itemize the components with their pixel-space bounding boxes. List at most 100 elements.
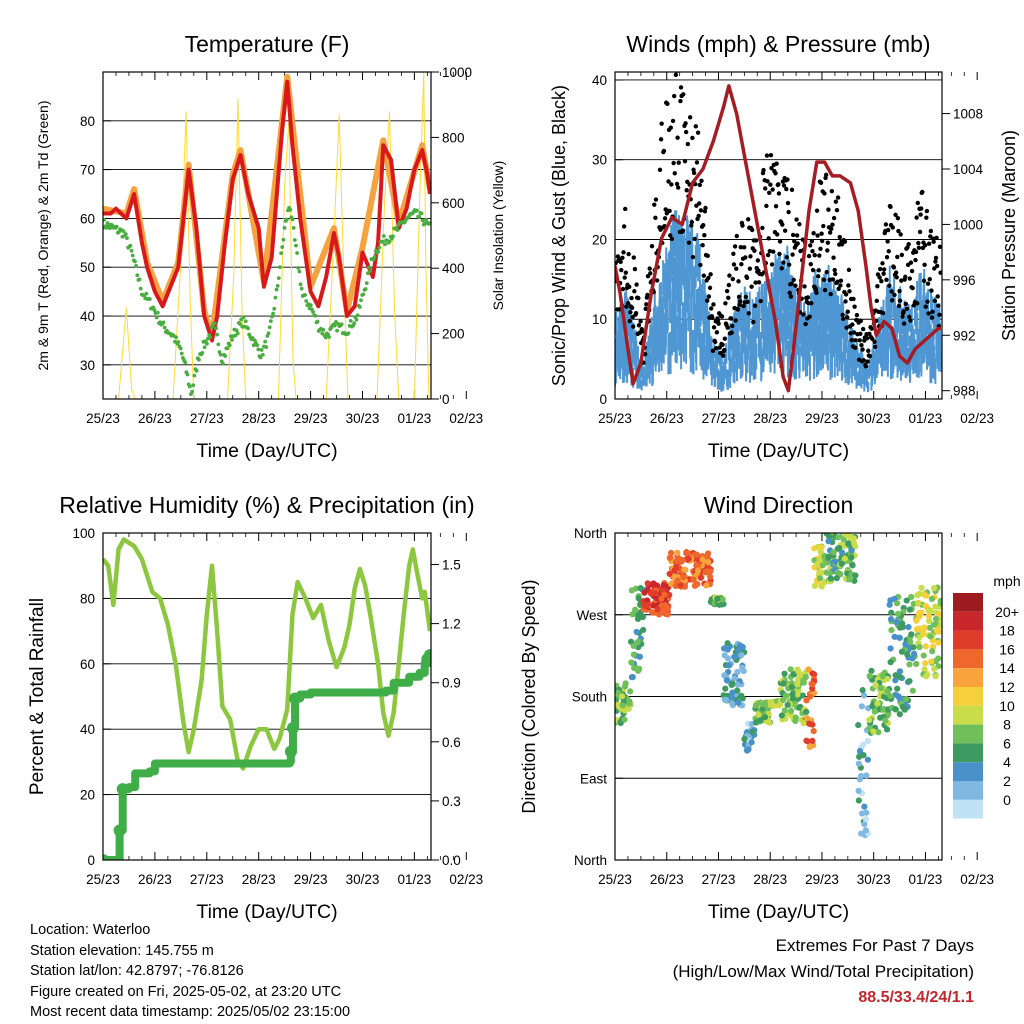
gust-point: [717, 345, 722, 350]
wind-point: [748, 291, 751, 319]
wind-point: [695, 328, 698, 371]
wind-point: [802, 346, 805, 371]
gust-point: [765, 179, 770, 184]
gust-point: [832, 267, 837, 273]
direction-point: [845, 540, 852, 547]
dewpoint-point: [271, 311, 276, 316]
gust-point: [835, 279, 840, 284]
gust-point: [720, 353, 726, 358]
wind-point: [830, 290, 833, 324]
gust-point: [818, 246, 823, 252]
direction-point: [693, 551, 701, 558]
wind-point: [813, 301, 816, 333]
wind-point: [650, 317, 653, 339]
gust-point: [919, 206, 924, 211]
direction-point: [694, 567, 702, 574]
wind-point: [787, 258, 790, 295]
wind-point: [868, 366, 871, 377]
direction-point: [721, 652, 728, 659]
legend-label: 16: [999, 641, 1015, 657]
wind-point: [676, 220, 679, 268]
dewpoint-point: [185, 372, 190, 377]
direction-point: [855, 797, 862, 804]
wind-point: [872, 352, 875, 367]
gust-point: [784, 255, 790, 260]
wind-point: [858, 373, 861, 387]
dewpoint-point: [176, 340, 181, 344]
direction-point: [877, 684, 885, 692]
wind-point: [930, 290, 933, 318]
wind-point: [888, 265, 891, 299]
wind-point: [917, 342, 920, 375]
dewpoint-point: [361, 292, 366, 297]
y-tick-label: 30: [592, 153, 607, 168]
gust-point: [865, 359, 870, 364]
dewpoint-point: [241, 315, 246, 320]
direction-point: [816, 575, 824, 582]
gust-point: [689, 223, 694, 228]
gust-point: [859, 343, 864, 348]
x-tick-label: 29/23: [294, 872, 328, 887]
gust-point: [628, 309, 633, 315]
direction-point: [907, 638, 914, 646]
direction-point: [930, 585, 938, 592]
gust-point: [662, 216, 668, 221]
gust-point: [653, 215, 658, 221]
gust-point: [745, 299, 750, 305]
y-tick-label: 0: [87, 853, 95, 868]
gust-point: [909, 268, 915, 274]
gust-point: [624, 304, 629, 309]
wind-point: [812, 303, 815, 334]
y2-tick-label: 1.5: [442, 558, 461, 573]
x-tick-label: 27/23: [190, 411, 224, 426]
gust-point: [926, 311, 931, 316]
y2-tick-label: 0.9: [442, 676, 461, 691]
gust-point: [723, 301, 728, 306]
direction-point: [799, 692, 806, 699]
wind-point: [689, 328, 692, 373]
precipitation-point: [284, 745, 297, 758]
gust-point: [814, 208, 820, 213]
gust-point: [658, 137, 664, 142]
direction-point: [622, 680, 629, 687]
wind-point: [627, 298, 630, 324]
dewpoint-point: [335, 328, 339, 333]
direction-point: [826, 570, 834, 577]
direction-point: [932, 673, 939, 680]
gust-point: [620, 286, 626, 292]
direction-point: [703, 582, 710, 589]
gust-point: [930, 309, 935, 314]
wind-point: [939, 322, 942, 346]
wind-point: [758, 290, 761, 319]
wind-point: [717, 349, 720, 363]
gust-point: [680, 228, 685, 233]
direction-point: [896, 634, 903, 641]
direction-point: [668, 549, 675, 556]
y2-tick-label: 200: [442, 327, 465, 342]
wind-point: [702, 347, 705, 380]
wind-point: [708, 311, 711, 333]
direction-point: [863, 772, 870, 779]
wind-point: [710, 337, 713, 355]
direction-point: [635, 611, 642, 619]
gust-point: [670, 118, 676, 124]
gust-point: [640, 329, 645, 334]
direction-point: [932, 603, 939, 610]
wind-point: [920, 343, 923, 377]
direction-point: [695, 562, 702, 569]
gust-point: [675, 185, 681, 190]
direction-point: [862, 816, 870, 823]
gust-point: [925, 281, 931, 286]
direction-point: [887, 659, 894, 666]
wind-point: [886, 315, 889, 347]
direction-point: [905, 624, 912, 631]
gust-point: [661, 148, 667, 154]
legend-swatch: [953, 687, 983, 706]
gust-point: [743, 255, 748, 260]
dewpoint-point: [137, 277, 142, 282]
gust-point: [638, 319, 643, 324]
direction-point: [619, 702, 626, 709]
wind-point: [745, 292, 748, 320]
wind-point: [918, 321, 921, 355]
direction-point: [892, 706, 899, 713]
